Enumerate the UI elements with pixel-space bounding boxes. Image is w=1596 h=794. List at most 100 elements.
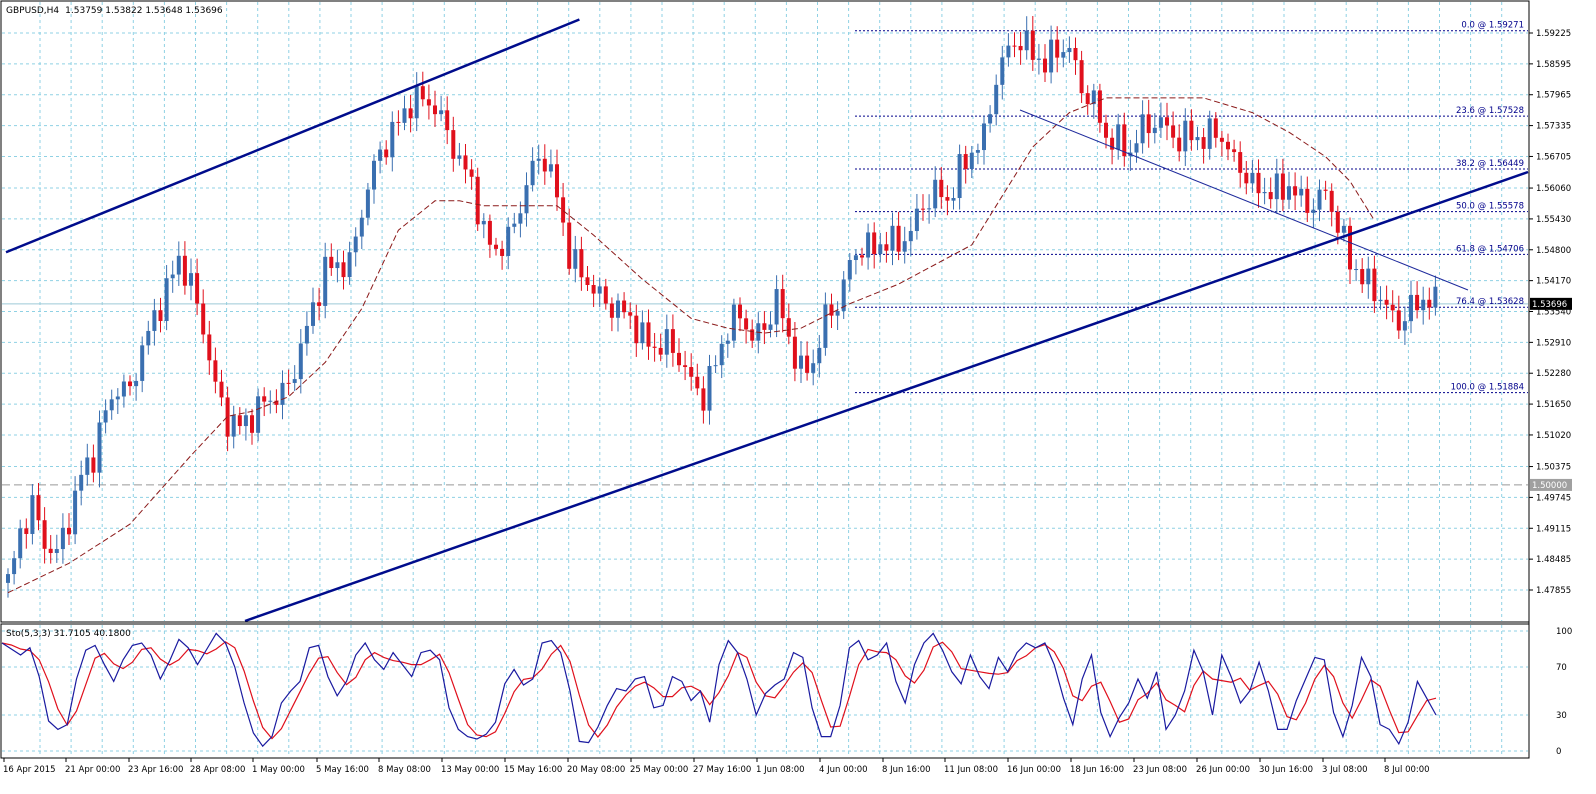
candle-body [109, 399, 114, 411]
candle-body [1372, 268, 1377, 302]
candle-body [689, 367, 694, 377]
fib-level-label: 23.6 @ 1.57528 [1456, 106, 1524, 116]
candle-body [713, 365, 718, 367]
candle-body [847, 260, 852, 280]
candle-body [1177, 137, 1182, 152]
candle-body [1323, 189, 1328, 191]
candle-body [1207, 118, 1212, 149]
candle-body [36, 495, 41, 521]
candle-body [195, 273, 200, 304]
candle-body [1146, 114, 1151, 134]
candle-body [872, 232, 877, 255]
candle-body [951, 198, 956, 201]
candle-body [500, 248, 505, 256]
price-label: 1.48485 [1536, 555, 1571, 565]
candle-body [372, 160, 376, 190]
candle-body [1122, 124, 1127, 157]
candle-body [542, 158, 547, 172]
candle-body [384, 149, 389, 158]
candle-body [878, 244, 883, 255]
time-label: 28 Apr 08:00 [190, 765, 245, 775]
candle-body [213, 360, 218, 382]
candle-body [536, 158, 541, 161]
level-tag [1530, 478, 1572, 491]
fib-level-label: 100.0 @ 1.51884 [1451, 383, 1524, 393]
candle-body [914, 208, 919, 232]
candle-body [60, 527, 65, 550]
candle-body [762, 323, 767, 330]
candle-body [1433, 286, 1438, 308]
candle-body [457, 155, 462, 159]
price-label: 1.47855 [1536, 586, 1571, 596]
candle-body [1348, 225, 1352, 270]
oscillator-label: Sto(5,3,3) 31.7105 40.1800 [6, 629, 131, 639]
candle-body [12, 558, 17, 575]
price-label: 1.55430 [1536, 215, 1571, 225]
time-label: 26 Jun 00:00 [1196, 765, 1250, 775]
candle-body [548, 164, 553, 172]
candle-body [1140, 114, 1145, 144]
channel-lower-line[interactable] [244, 170, 1529, 623]
candle-body [79, 474, 84, 491]
candle-body [1409, 294, 1413, 322]
candle-body [1213, 118, 1218, 138]
candle-body [1024, 30, 1029, 51]
price-label: 1.56705 [1536, 152, 1571, 162]
candle-body [823, 304, 828, 348]
candle-body [933, 179, 938, 209]
price-label: 1.54800 [1536, 246, 1571, 256]
candle-body [1274, 173, 1279, 200]
candle-body [103, 410, 108, 423]
candle-body [1201, 137, 1206, 149]
candle-body [561, 197, 566, 223]
drawn-lines[interactable] [5, 18, 1529, 623]
candle-body [341, 262, 346, 278]
channel-upper-line[interactable] [5, 18, 580, 254]
candle-body [896, 225, 901, 252]
candle-body [365, 189, 370, 218]
candle-body [189, 273, 193, 286]
candle-body [506, 226, 511, 256]
candle-body [1110, 137, 1115, 150]
candle-body [890, 225, 895, 251]
candle-body [1067, 47, 1072, 53]
time-label: 25 May 00:00 [630, 765, 688, 775]
candle-body [286, 382, 291, 384]
candle-body [701, 388, 706, 411]
candle-body [1165, 117, 1169, 126]
price-label: 1.56060 [1536, 184, 1571, 194]
candle-body [1268, 192, 1273, 200]
candle-body [902, 241, 907, 252]
candle-body [54, 549, 59, 553]
candle-body [1226, 141, 1230, 150]
fib-level-label: 61.8 @ 1.54706 [1456, 244, 1524, 254]
time-label: 3 Jul 08:00 [1322, 765, 1368, 775]
candle-body [1335, 211, 1340, 233]
descending-trendline[interactable] [1019, 109, 1469, 291]
candle-body [975, 150, 980, 153]
time-label: 23 Jun 08:00 [1133, 765, 1187, 775]
candle-body [512, 223, 517, 227]
time-label: 27 May 16:00 [693, 765, 751, 775]
candle-body [1079, 60, 1084, 94]
price-label: 1.59225 [1536, 29, 1571, 39]
candle-body [921, 208, 925, 210]
candle-body [1250, 172, 1255, 184]
candle-body [335, 262, 340, 269]
candle-body [1036, 58, 1041, 60]
candle-body [1104, 122, 1108, 138]
candle-body [91, 457, 96, 473]
candle-body [158, 310, 163, 322]
candle-body [152, 310, 157, 331]
candle-body [719, 343, 724, 366]
time-label: 16 Jun 00:00 [1007, 765, 1061, 775]
candle-body [1287, 186, 1291, 200]
candle-body [1421, 299, 1426, 311]
candle-body [652, 346, 657, 348]
candle-body [1049, 39, 1054, 73]
candle-body [396, 121, 401, 123]
candle-body [1299, 188, 1304, 196]
